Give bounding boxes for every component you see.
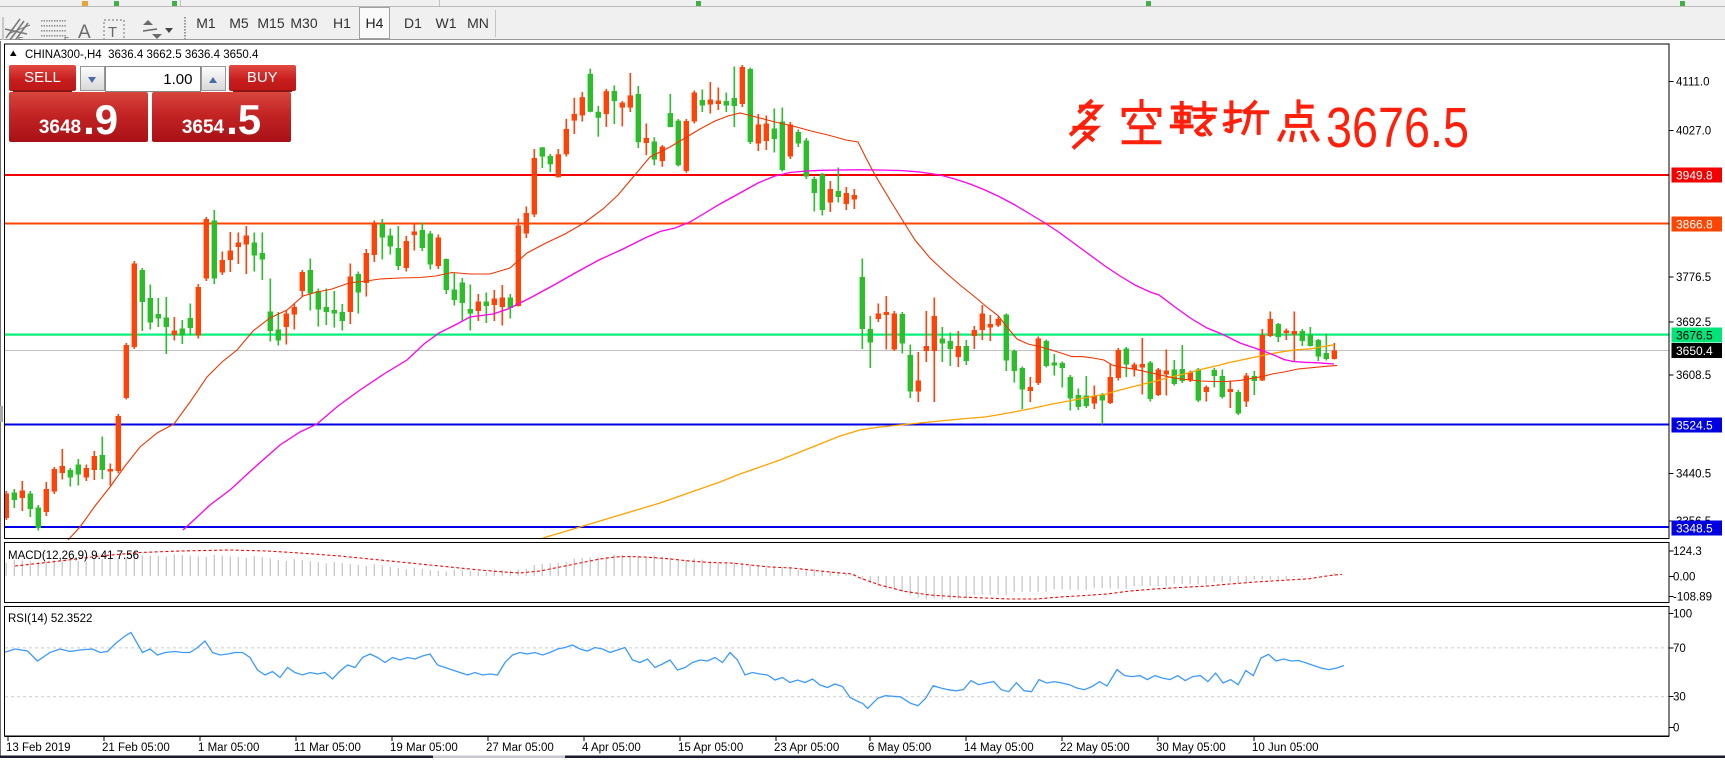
svg-text:21 Feb 05:00: 21 Feb 05:00 — [102, 742, 170, 754]
svg-text:4 Apr 05:00: 4 Apr 05:00 — [582, 742, 641, 754]
svg-text:4111.0: 4111.0 — [1676, 77, 1709, 89]
svg-text:T: T — [108, 24, 117, 40]
svg-text:4027.0: 4027.0 — [1676, 126, 1711, 138]
svg-text:F: F — [64, 36, 69, 40]
svg-text:A: A — [78, 22, 91, 40]
svg-text:10 Jun 05:00: 10 Jun 05:00 — [1252, 742, 1319, 754]
svg-text:23 Apr 05:00: 23 Apr 05:00 — [774, 742, 839, 754]
svg-text:3608.5: 3608.5 — [1676, 370, 1711, 382]
svg-text:RSI(14) 52.3522: RSI(14) 52.3522 — [8, 613, 92, 625]
svg-text:CHINA300-,H4 3636.4 3662.5 36: CHINA300-,H4 3636.4 3662.5 3636.4 3650.4 — [25, 49, 259, 61]
svg-text:15 Apr 05:00: 15 Apr 05:00 — [678, 742, 743, 754]
svg-text:3676.5: 3676.5 — [1326, 96, 1469, 160]
svg-text:3692.5: 3692.5 — [1676, 317, 1711, 329]
svg-text:3776.5: 3776.5 — [1676, 272, 1711, 284]
svg-text:13 Feb 2019: 13 Feb 2019 — [6, 742, 71, 754]
svg-text:3524.5: 3524.5 — [1676, 419, 1713, 433]
svg-text:124.3: 124.3 — [1673, 546, 1702, 558]
svg-text:3866.8: 3866.8 — [1676, 218, 1713, 232]
svg-text:3650.4: 3650.4 — [1676, 344, 1713, 358]
svg-text:22 May 05:00: 22 May 05:00 — [1060, 742, 1130, 754]
svg-text:11 Mar 05:00: 11 Mar 05:00 — [294, 742, 361, 754]
svg-text:30: 30 — [1673, 692, 1686, 704]
svg-text:0: 0 — [1673, 723, 1679, 735]
svg-text:3440.5: 3440.5 — [1676, 469, 1711, 481]
svg-text:14 May 05:00: 14 May 05:00 — [964, 742, 1034, 754]
svg-text:70: 70 — [1673, 643, 1686, 655]
svg-text:27 Mar 05:00: 27 Mar 05:00 — [486, 742, 554, 754]
svg-text:100: 100 — [1673, 609, 1692, 621]
svg-text:3949.8: 3949.8 — [1676, 169, 1713, 183]
svg-text:-108.89: -108.89 — [1673, 592, 1712, 604]
svg-text:3348.5: 3348.5 — [1676, 522, 1713, 536]
svg-text:MACD(12,26,9) 9.41 7.56: MACD(12,26,9) 9.41 7.56 — [8, 550, 139, 562]
svg-text:1 Mar 05:00: 1 Mar 05:00 — [198, 742, 259, 754]
svg-text:6 May 05:00: 6 May 05:00 — [868, 742, 931, 754]
svg-text:0.00: 0.00 — [1673, 572, 1695, 584]
svg-text:3676.5: 3676.5 — [1676, 329, 1713, 343]
svg-text:E: E — [18, 36, 23, 40]
svg-text:19 Mar 05:00: 19 Mar 05:00 — [390, 742, 458, 754]
svg-text:30 May 05:00: 30 May 05:00 — [1156, 742, 1226, 754]
